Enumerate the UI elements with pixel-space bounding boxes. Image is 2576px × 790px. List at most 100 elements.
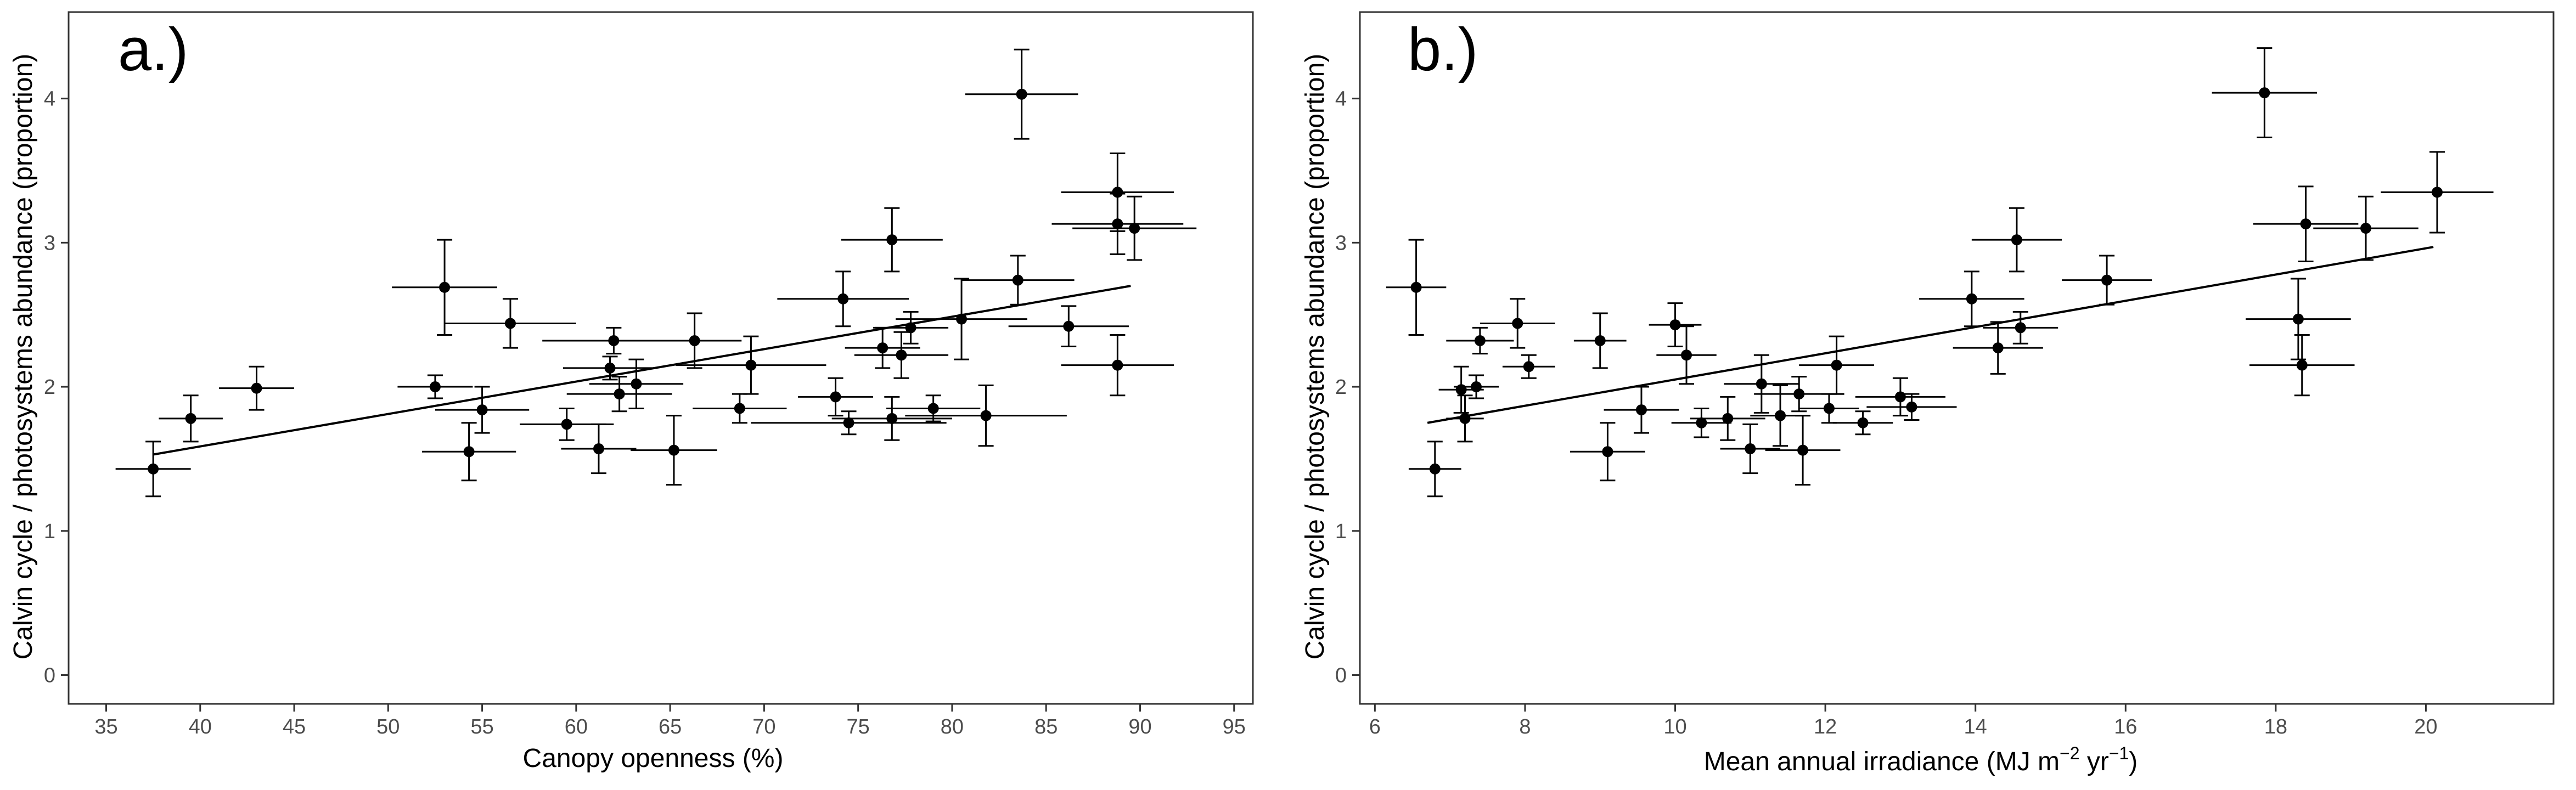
panel-b-data-point bbox=[1906, 401, 1917, 413]
panel-b-data-point bbox=[1992, 342, 2004, 354]
panel-b-data-point bbox=[1894, 391, 1906, 403]
panel-a-data-point bbox=[463, 446, 475, 458]
panel-a-data-point bbox=[185, 413, 196, 424]
panel-a-data-point bbox=[837, 293, 849, 304]
panel-a-data-point bbox=[896, 349, 907, 361]
panel-a-y-tick-label: 2 bbox=[44, 376, 55, 399]
panel-a-data-point bbox=[734, 403, 745, 414]
panel-b-x-axis-title-sup1: −2 bbox=[2060, 743, 2079, 763]
panel-a-y-tick-label: 3 bbox=[44, 232, 55, 255]
panel-b-x-tick-label: 18 bbox=[2264, 715, 2287, 738]
panel-a-data-point bbox=[604, 362, 616, 374]
panel-a-data-point bbox=[668, 444, 679, 456]
panel-b-data-point bbox=[2300, 218, 2311, 230]
panel-a-y-tick-label: 4 bbox=[44, 88, 55, 111]
panel-b-data-point bbox=[2011, 234, 2022, 246]
panel-b-data-point bbox=[1797, 444, 1809, 456]
panel-b-label: b.) bbox=[1408, 16, 1478, 83]
panel-b-data-point bbox=[1474, 335, 1486, 346]
panel-a-marks: 35 40 45 50 55 60 65 70 75 80 85 90 95 0 1 2 3 4 bbox=[44, 11, 1254, 738]
panel-b-data-point bbox=[2292, 313, 2304, 325]
panel-a-y-axis-title: Calvin cycle / photosystems abundance (p… bbox=[9, 54, 38, 660]
panel-b-data-point bbox=[1966, 293, 1977, 304]
panel-b-y-tick-label: 0 bbox=[1335, 664, 1347, 687]
panel-b-data-point bbox=[2296, 359, 2308, 371]
panel-b-y-tick-label: 1 bbox=[1335, 520, 1347, 543]
panel-b-data-point bbox=[2101, 274, 2113, 286]
panel-a-data-point bbox=[1012, 274, 1023, 286]
panel-b-data-point bbox=[1756, 378, 1767, 390]
panel-a-trend-line bbox=[153, 285, 1131, 456]
panel-a: 35 40 45 50 55 60 65 70 75 80 85 90 95 0 1 2 3 4 a.) Cano… bbox=[9, 11, 1254, 773]
panel-a-data-point bbox=[476, 404, 488, 416]
panel-a-data-point bbox=[614, 388, 625, 400]
panel-b-data-point bbox=[1831, 359, 1842, 371]
panel-a-label: a.) bbox=[118, 16, 188, 83]
panel-b-data-point bbox=[1823, 403, 1835, 414]
panel-b-data-point bbox=[1745, 443, 1756, 455]
panel-b-x-axis-title: Mean annual irradiance (MJ m−2 yr−1) bbox=[1704, 743, 2138, 776]
panel-b-y-tick-label: 2 bbox=[1335, 376, 1347, 399]
panel-b-data-point bbox=[1722, 413, 1734, 424]
panel-b-x-tick-label: 20 bbox=[2414, 715, 2437, 738]
panel-a-x-tick-label: 40 bbox=[189, 715, 212, 738]
panel-a-x-tick-label: 45 bbox=[283, 715, 306, 738]
panel-a-data-point bbox=[843, 417, 854, 428]
panel-a-data-point bbox=[956, 313, 968, 325]
panel-b-data-point bbox=[1793, 388, 1805, 400]
panel-a-data-point bbox=[1112, 218, 1123, 230]
panel-b-data-point bbox=[1594, 335, 1606, 346]
panel-b-data-point bbox=[2360, 223, 2372, 234]
panel-b-data-point bbox=[1429, 463, 1441, 475]
panel-a-data-point bbox=[631, 378, 642, 390]
panel-a-x-tick-label: 70 bbox=[752, 715, 775, 738]
panel-a-x-tick-label: 55 bbox=[470, 715, 493, 738]
panel-a-y-tick-label: 0 bbox=[44, 664, 55, 687]
panel-b-data-point bbox=[1669, 319, 1681, 331]
panel-a-x-axis-title: Canopy openness (%) bbox=[523, 744, 784, 773]
panel-a-x-tick-label: 35 bbox=[94, 715, 117, 738]
panel-b-x-axis-title-main: Mean annual irradiance (MJ m bbox=[1704, 747, 2060, 776]
panel-a-data-point bbox=[1112, 359, 1123, 371]
panel-b-data-point bbox=[1459, 413, 1471, 424]
panel-a-x-tick-label: 50 bbox=[376, 715, 400, 738]
panel-a-x-tick-label: 75 bbox=[847, 715, 870, 738]
panel-a-data-point bbox=[830, 391, 841, 403]
panel-a-data-point bbox=[689, 335, 700, 346]
panel-b-x-axis-title-end: ) bbox=[2129, 747, 2138, 776]
panel-a-x-tick-label: 80 bbox=[941, 715, 964, 738]
panel-b-data-point bbox=[1523, 361, 1534, 373]
panel-a-data-point bbox=[148, 463, 159, 475]
panel-b-x-tick-label: 14 bbox=[1964, 715, 1987, 738]
panel-a-x-tick-label: 90 bbox=[1128, 715, 1151, 738]
panel-b-data-point bbox=[1455, 384, 1467, 396]
panel-a-data-point bbox=[886, 234, 898, 246]
panel-a-x-tick-label: 60 bbox=[565, 715, 588, 738]
panel-b-x-axis-title-mid: yr bbox=[2079, 747, 2108, 776]
panel-b-x-tick-label: 8 bbox=[1519, 715, 1531, 738]
panel-a-data-point bbox=[745, 359, 757, 371]
panel-a-x-tick-label: 95 bbox=[1223, 715, 1246, 738]
panel-a-data-point bbox=[251, 382, 262, 394]
panel-a-data-point bbox=[980, 410, 992, 421]
panel-b-x-tick-label: 12 bbox=[1814, 715, 1837, 738]
panel-a-data-point bbox=[1112, 187, 1123, 198]
panel-b-data-point bbox=[1696, 417, 1707, 428]
panel-b-x-tick-label: 16 bbox=[2114, 715, 2137, 738]
panel-b-trend-line bbox=[1427, 246, 2434, 424]
panel-b-data-point bbox=[1512, 318, 1523, 329]
panel-b-x-axis-title-sup2: −1 bbox=[2109, 743, 2129, 763]
panel-b-y-axis-title: Calvin cycle / photosystems abundance (p… bbox=[1301, 54, 1330, 660]
panel-b-data-point bbox=[2431, 187, 2443, 198]
panel-a-x-tick-label: 85 bbox=[1034, 715, 1058, 738]
panel-b-data-point bbox=[2259, 87, 2270, 99]
panel-a-data-point bbox=[886, 413, 898, 424]
panel-a-data-point bbox=[1016, 88, 1027, 100]
panel-a-data-point bbox=[593, 443, 604, 455]
panel-b-data-point bbox=[1635, 404, 1647, 416]
panel-a-data-point bbox=[608, 335, 620, 346]
panel-b-data-point bbox=[1857, 417, 1869, 428]
panel-b-plot-frame bbox=[1359, 11, 2555, 705]
panel-a-data-point bbox=[429, 381, 441, 393]
